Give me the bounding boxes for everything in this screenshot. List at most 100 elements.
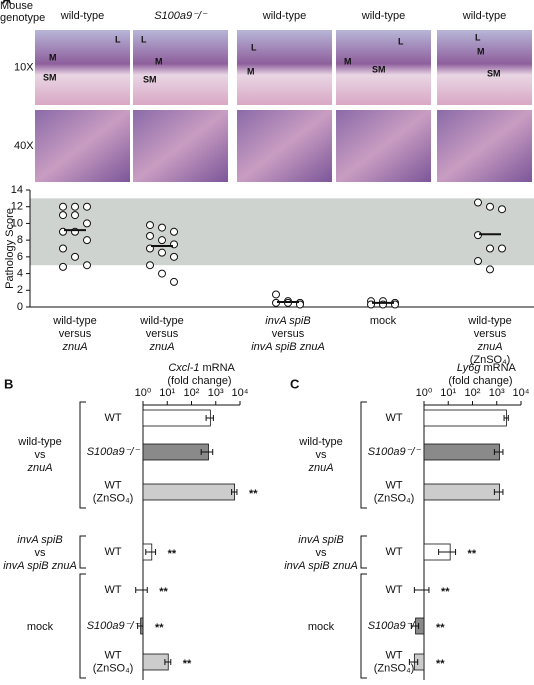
x-tick-label: 10⁴ [232, 387, 249, 399]
data-point [272, 290, 280, 299]
data-point [474, 257, 482, 266]
micrograph [133, 110, 228, 182]
error-bar [493, 449, 504, 455]
error-bar [200, 449, 214, 455]
group-label: invA spiB [17, 534, 62, 546]
significance-label: ** [168, 548, 177, 560]
axis-gene-label: Ly6g [457, 362, 482, 374]
group-label: mock [27, 621, 54, 633]
row-label: S100a9⁻/⁻ [87, 620, 141, 632]
category-label: invA spiB znuA [251, 341, 325, 353]
micrograph-annotation: M [344, 56, 352, 66]
data-point [158, 269, 166, 278]
micrograph [35, 110, 130, 182]
micrograph-annotation: SM [43, 72, 57, 82]
micrograph [237, 110, 332, 182]
error-bar [413, 587, 430, 593]
axis-unit-label: mRNA [203, 362, 236, 374]
y-tick-label: 14 [11, 184, 23, 196]
micrograph [237, 30, 332, 105]
micrograph-annotation: M [477, 46, 485, 56]
category-label: versus [146, 328, 179, 340]
x-tick-label: 10³ [489, 387, 505, 399]
reference-band [30, 198, 534, 266]
category-label: versus [474, 328, 507, 340]
group-label: vs [35, 449, 47, 461]
group-bracket [360, 401, 367, 509]
error-bar [503, 415, 509, 421]
row-label: S100a9⁻/⁻ [368, 620, 422, 632]
bar [423, 443, 500, 461]
data-point [71, 202, 79, 211]
micrograph-annotation: L [475, 32, 481, 42]
significance-label: ** [436, 658, 445, 670]
error-bar [164, 659, 172, 665]
y-tick-label: 12 [11, 201, 23, 213]
bar [423, 483, 500, 501]
group-label: mock [308, 621, 335, 633]
row-label: WT [104, 584, 121, 596]
row-label: WT [385, 546, 402, 558]
micrograph-annotation: SM [372, 64, 386, 74]
data-point [146, 261, 154, 270]
data-point [59, 244, 67, 253]
significance-label: ** [155, 622, 164, 634]
data-point [170, 252, 178, 261]
significance-label: ** [436, 622, 445, 634]
category-label: versus [59, 328, 92, 340]
row-label: WT [385, 412, 402, 424]
genotype-label: Mouse [0, 0, 33, 12]
data-point [486, 202, 494, 211]
group-label: wild-type [17, 436, 61, 448]
significance-label: ** [159, 586, 168, 598]
genotype-label: genotype [0, 12, 45, 24]
micrograph-annotation: L [398, 36, 404, 46]
column-header: S100a9⁻/⁻ [154, 10, 208, 22]
error-bar [205, 415, 214, 421]
group-label: wild-type [298, 436, 342, 448]
group-label: vs [316, 449, 328, 461]
group-label: znuA [307, 462, 333, 474]
error-bar [410, 623, 420, 629]
x-tick-label: 10⁰ [135, 387, 152, 399]
micrograph [35, 30, 130, 105]
data-point [158, 236, 166, 245]
data-point [474, 198, 482, 207]
category-label: versus [272, 328, 305, 340]
micrograph [336, 110, 431, 182]
significance-label: ** [183, 658, 192, 670]
row-label: WT [385, 479, 402, 491]
row-label: WT [104, 479, 121, 491]
bar [142, 483, 236, 501]
row-label: (ZnSO₄) [93, 492, 134, 504]
micrograph-annotation: SM [487, 68, 501, 78]
y-tick-label: 0 [17, 301, 23, 313]
row-label: S100a9⁻/⁻ [87, 446, 141, 458]
micrograph-annotation: SM [143, 74, 157, 84]
data-point [486, 244, 494, 253]
row-label: (ZnSO₄) [374, 492, 415, 504]
significance-label: ** [468, 548, 477, 560]
group-bracket [360, 573, 367, 679]
micrograph-annotation: M [49, 52, 57, 62]
category-label: wild-type [52, 315, 96, 327]
micrograph [437, 110, 532, 182]
row-label: (ZnSO₄) [93, 662, 134, 674]
data-point [170, 227, 178, 236]
bar [423, 409, 507, 427]
x-tick-label: 10⁴ [513, 387, 530, 399]
magnification-label: 10X [14, 61, 34, 73]
group-bracket [79, 535, 86, 569]
error-bar [231, 489, 238, 495]
axis-unit-label: mRNA [484, 362, 517, 374]
data-point [498, 205, 506, 214]
y-tick-label: 8 [17, 234, 23, 246]
magnification-label: 40X [14, 140, 34, 152]
group-bracket [79, 401, 86, 509]
y-tick-label: 6 [17, 251, 23, 263]
error-bar [408, 659, 419, 665]
row-label: WT [385, 584, 402, 596]
data-point [83, 219, 91, 228]
